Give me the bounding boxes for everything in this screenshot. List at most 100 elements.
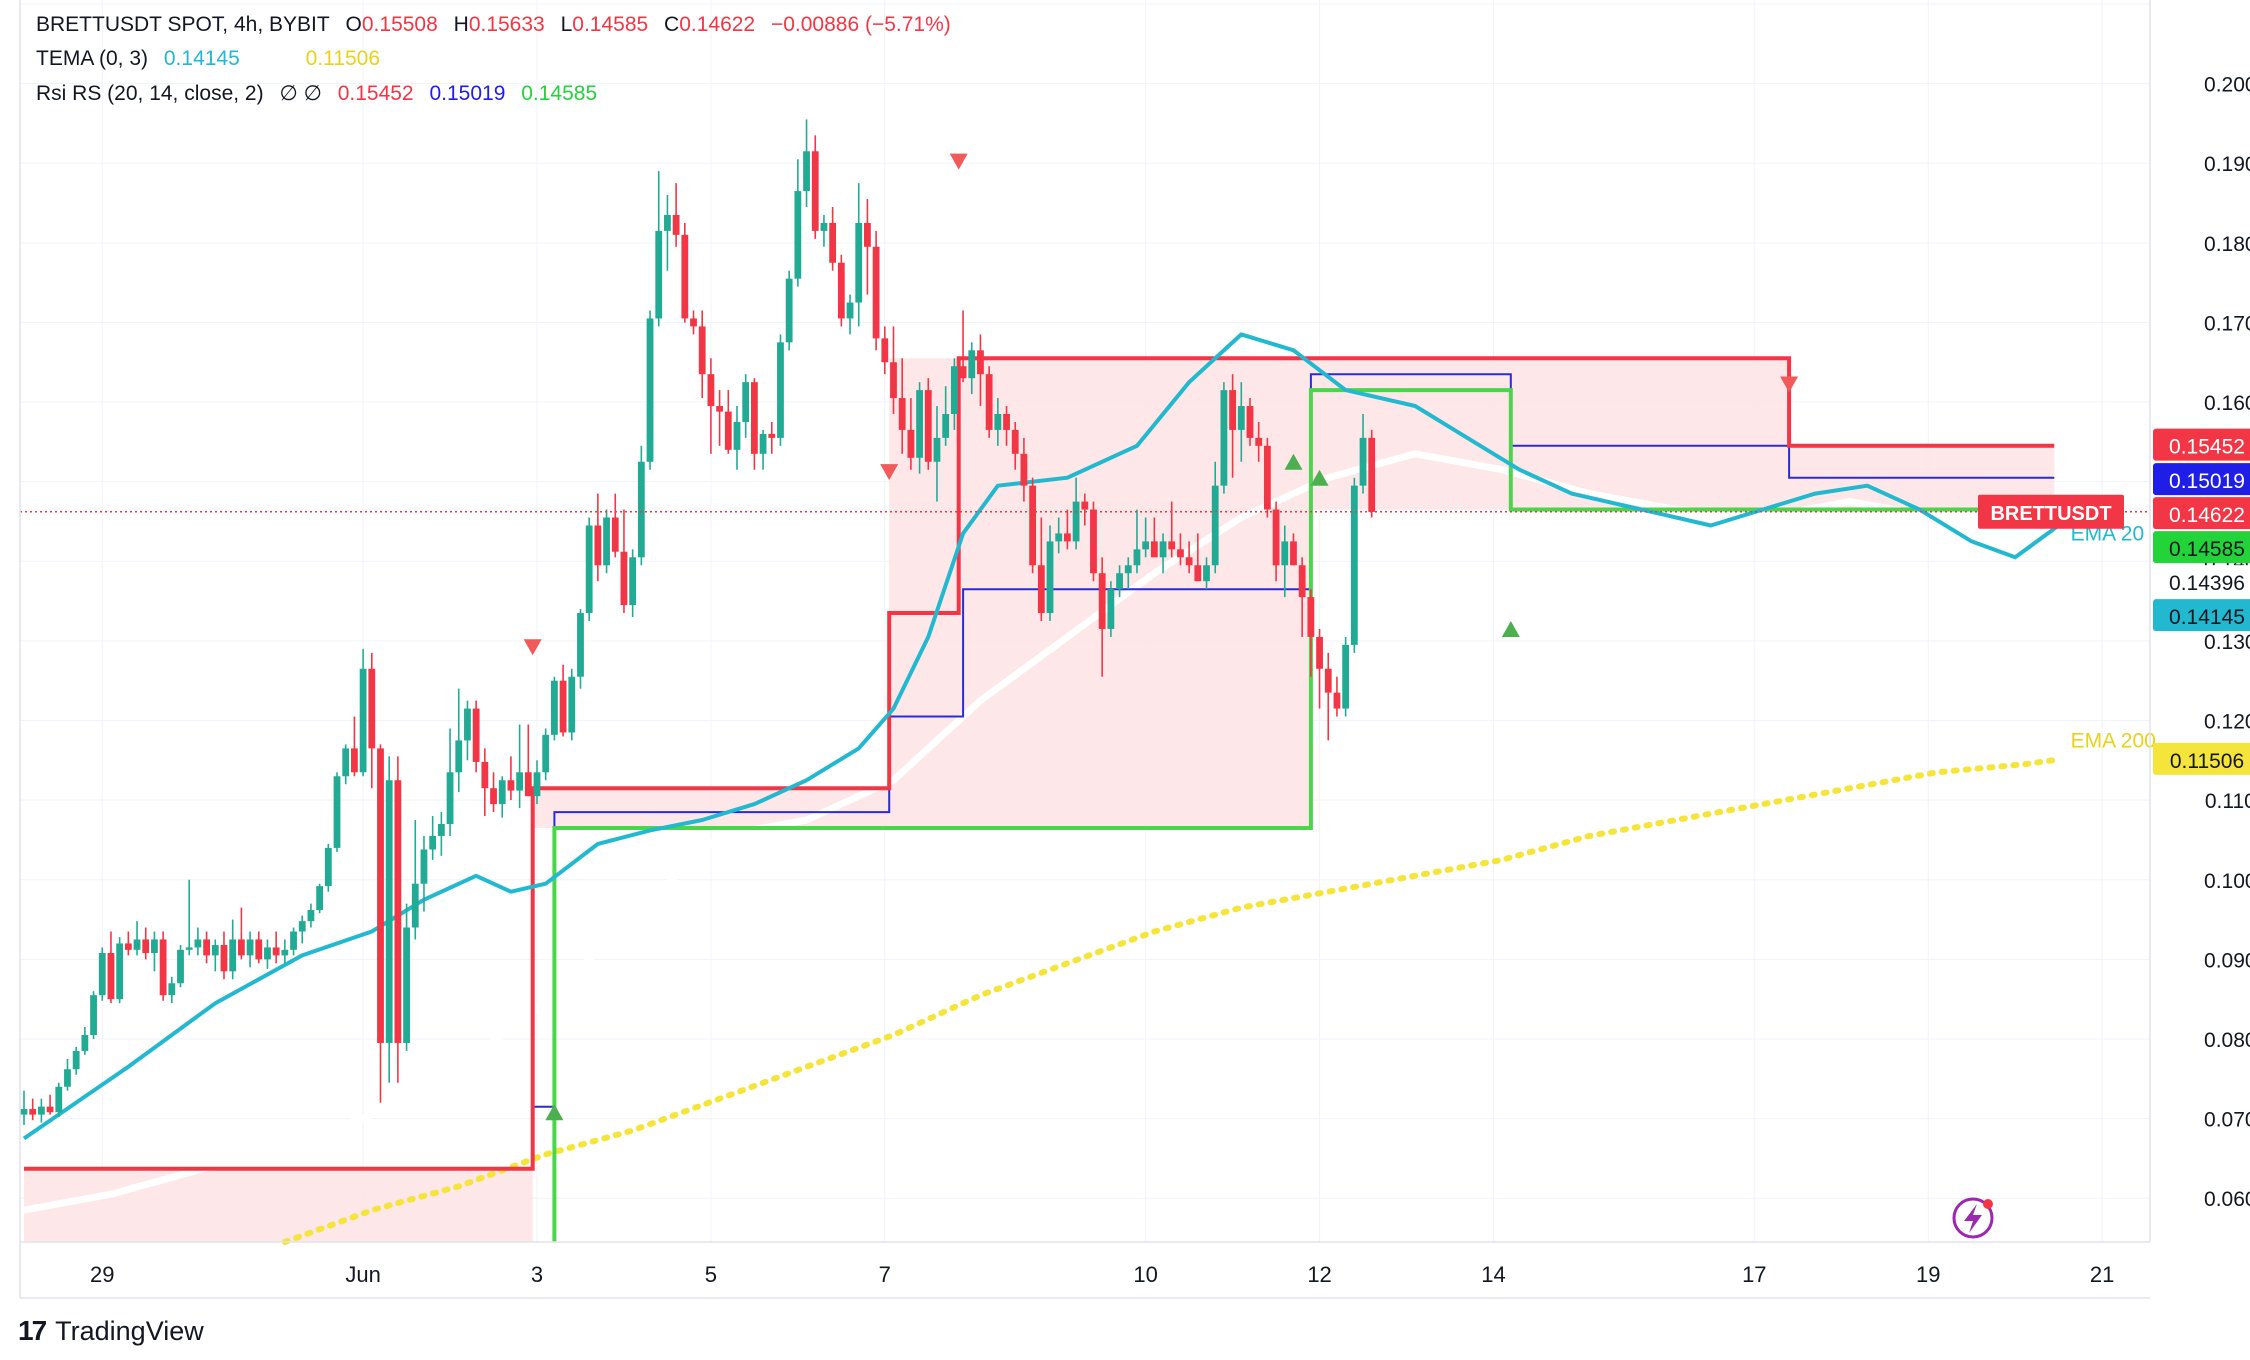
candle-body <box>203 939 210 956</box>
candle-down <box>707 358 715 454</box>
candle-body <box>151 939 158 953</box>
candle-up <box>385 756 393 1083</box>
lightning-icon[interactable] <box>1952 1197 1994 1239</box>
candle-up <box>1350 477 1358 653</box>
candle-body <box>803 151 810 192</box>
candle-up <box>133 921 141 956</box>
candle-down <box>672 183 680 247</box>
candle-up <box>403 903 410 1051</box>
candle-body <box>37 1106 45 1115</box>
symbol-tag-bg <box>1978 494 2124 529</box>
sell-signal-icon <box>523 639 542 656</box>
tema-label[interactable]: TEMA (0, 3) <box>36 47 149 70</box>
candle-up <box>577 609 584 689</box>
candle-body <box>646 318 654 462</box>
price-label-bg <box>2153 428 2250 461</box>
tradingview-brand[interactable]: 17 TradingView <box>18 1315 204 1347</box>
candle-body <box>1229 390 1237 430</box>
signal-markers <box>523 153 1799 1121</box>
candle-up <box>1211 461 1219 574</box>
price-axis[interactable]: 0.06000 0.07000 0.08000 0.09000 0.10000 0.110… <box>1978 0 2250 1242</box>
candle-down <box>716 390 723 446</box>
y-tick-label: 0.17000 <box>2204 312 2250 335</box>
candle-body <box>811 151 819 231</box>
candle-body <box>733 421 741 450</box>
candle-down <box>272 931 280 964</box>
candle-body <box>411 883 419 928</box>
candle-up <box>1237 382 1245 462</box>
candle-body <box>1290 541 1297 566</box>
candle-body <box>368 668 376 749</box>
rsi-label[interactable]: Rsi RS (20, 14, close, 2) <box>36 82 264 105</box>
candle-down <box>1324 652 1332 741</box>
candle-up <box>333 772 341 852</box>
candle-body <box>1150 541 1158 558</box>
candle-body <box>977 350 984 375</box>
candle-body <box>829 222 837 263</box>
candle-body <box>490 788 497 805</box>
y-tick-label: 0.18000 <box>2204 233 2250 256</box>
x-tick-label: Jun <box>345 1262 380 1287</box>
candle-down <box>559 664 567 737</box>
candle-body <box>194 939 202 948</box>
close-value: 0.14622 <box>679 13 756 36</box>
candle-body <box>1324 668 1332 693</box>
candle-body <box>681 234 689 319</box>
candle-down <box>890 326 897 414</box>
candle-body <box>568 676 576 733</box>
mid-level <box>532 373 2055 1108</box>
candle-up <box>742 374 750 438</box>
candle-body <box>629 557 637 606</box>
candle-body <box>351 748 358 773</box>
candle-body <box>637 461 645 558</box>
candle-down <box>394 756 402 1083</box>
candle-down <box>220 931 228 980</box>
candle-body <box>272 947 280 956</box>
price-label: 0.14396 <box>2169 572 2245 595</box>
candle-up <box>98 947 106 1001</box>
candle-body <box>1072 501 1080 542</box>
candle-body <box>307 910 315 922</box>
candle-body <box>498 780 506 805</box>
buy-signal-icon <box>1284 453 1303 470</box>
x-tick-label: 14 <box>1481 1262 1505 1287</box>
symbol-line[interactable]: BRETTUSDT SPOT, 4h, BYBIT <box>36 13 330 36</box>
ema200-line <box>281 756 2062 1245</box>
candle-body <box>429 835 437 850</box>
candle-up <box>411 820 419 940</box>
candle-down <box>811 135 819 239</box>
candle-body <box>1124 565 1132 574</box>
low-label: L <box>560 13 573 36</box>
candle-up <box>1107 581 1115 637</box>
candle-down <box>690 310 697 335</box>
candle-body <box>29 1109 37 1115</box>
candle-body <box>472 708 480 762</box>
candle-body <box>90 995 97 1035</box>
candle-up <box>168 976 176 1004</box>
tema-value-2: 0.11506 <box>305 47 380 70</box>
price-label-bg <box>2153 599 2250 632</box>
candle-up <box>1359 414 1367 494</box>
candle-body <box>750 382 758 454</box>
candle-up <box>933 406 941 502</box>
candle-body <box>716 406 723 412</box>
time-axis[interactable]: 29 Jun 3 5 7 10 12 14 17 19 21 <box>19 0 2150 1299</box>
x-tick-label: 19 <box>1916 1262 1940 1287</box>
candle-up <box>246 931 254 968</box>
candle-body <box>707 374 715 407</box>
candle-body <box>516 772 524 791</box>
candle-body <box>316 886 324 911</box>
y-tick-label: 0.19000 <box>2204 153 2250 176</box>
candle-body <box>124 943 132 950</box>
candle-up <box>420 835 428 912</box>
candle-down <box>1037 517 1045 621</box>
candle-down <box>1090 501 1097 582</box>
candle-down <box>124 931 132 956</box>
candle-down <box>1255 421 1263 462</box>
candle-body <box>1368 437 1376 512</box>
candle-body <box>20 1109 28 1115</box>
candle-body <box>724 411 732 450</box>
candle-down <box>750 378 758 470</box>
candle-body <box>1307 597 1315 637</box>
